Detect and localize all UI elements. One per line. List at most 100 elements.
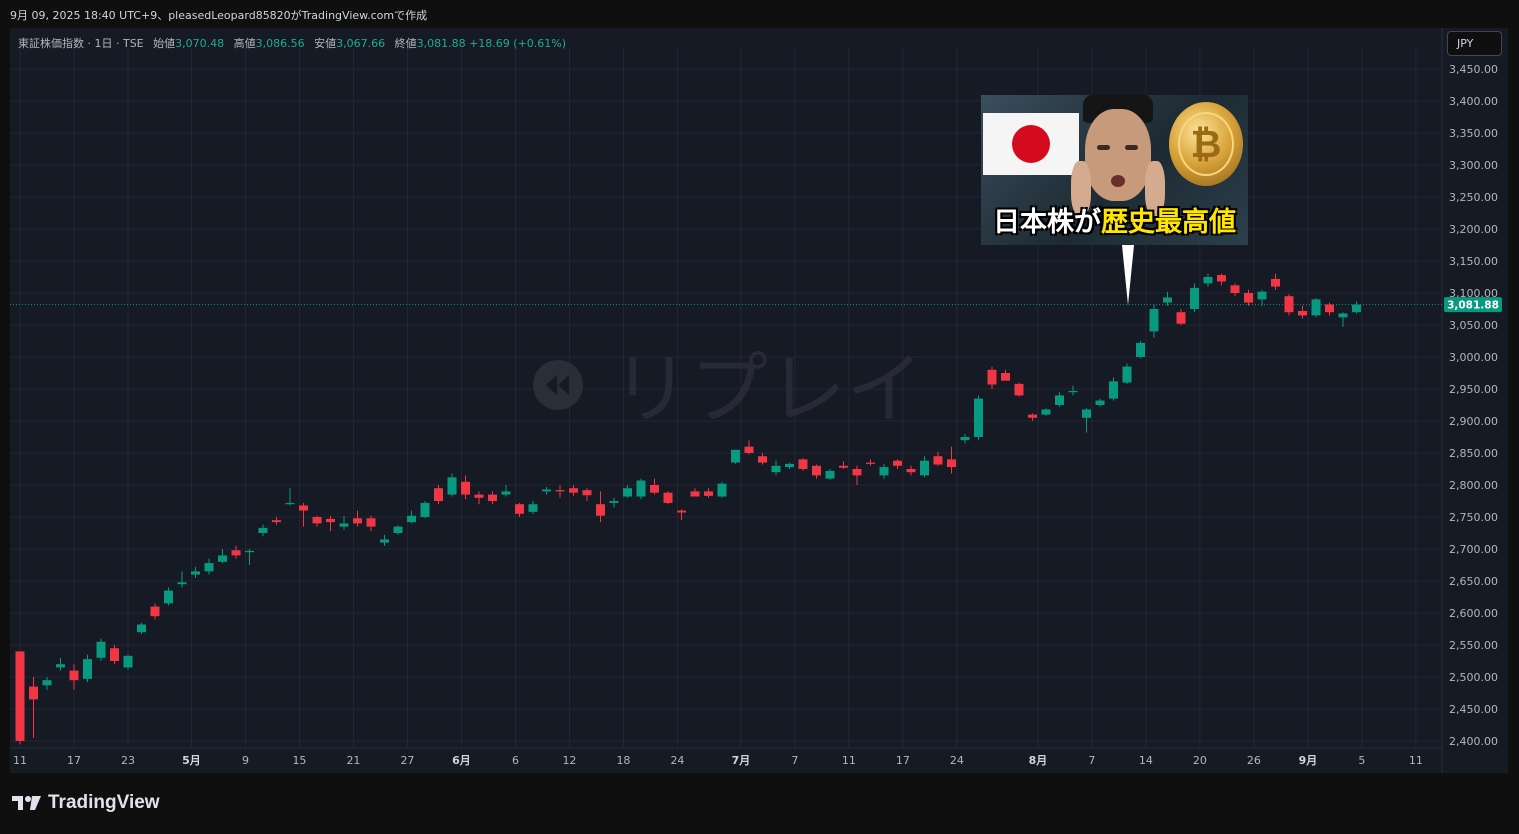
x-tick-label: 23 [121,754,135,767]
candle-body [191,571,200,575]
symbol-label[interactable]: 東証株価指数 · 1日 · TSE [18,37,144,50]
candle-body [258,527,268,533]
y-tick-label: 2,550.00 [1449,639,1498,652]
candle-body [1082,409,1091,418]
footer [0,774,1519,834]
tradingview-logo[interactable]: TradingView [12,792,160,814]
candle-body [474,494,484,498]
y-tick-label: 2,700.00 [1449,543,1498,556]
candle-body [960,437,970,441]
legend-bar: 東証株価指数 · 1日 · TSE 始値3,070.48 高値3,086.56 … [18,35,566,51]
y-tick-label: 3,350.00 [1449,127,1498,140]
y-tick-label: 2,400.00 [1449,735,1498,748]
y-tick-label: 2,650.00 [1449,575,1498,588]
open-value: 3,070.48 [175,37,225,50]
x-tick-label: 6 [512,754,519,767]
candle-body [42,680,52,686]
y-tick-label: 2,800.00 [1449,479,1498,492]
x-tick-label: 9月 [1299,754,1318,767]
candle-body [1298,310,1307,316]
candle-body [1338,313,1348,318]
candle-body [1001,373,1010,381]
y-tick-label: 3,450.00 [1449,63,1498,76]
candle-body [582,490,592,496]
candle-body [677,510,686,513]
candle-body [1176,312,1186,324]
candle-body [123,655,133,668]
y-tick-label: 2,600.00 [1449,607,1498,620]
candle-body [447,477,457,495]
y-tick-label: 3,400.00 [1449,95,1498,108]
last-price-label: 3,081.88 [1447,300,1499,312]
y-tick-label: 3,150.00 [1449,255,1498,268]
y-tick-label: 3,000.00 [1449,351,1498,364]
replay-watermark-text: リプレイ [612,345,924,435]
candle-body [1095,400,1105,405]
y-tick-label: 2,850.00 [1449,447,1498,460]
candle-body [56,664,65,668]
candle-body [731,449,740,463]
candle-body [1190,287,1199,309]
candle-body [393,526,403,533]
candle-body [1028,414,1037,418]
y-tick-label: 3,100.00 [1449,287,1498,300]
brand-name: TradingView [48,792,160,813]
candle-body [1257,291,1267,300]
y-tick-label: 2,900.00 [1449,415,1498,428]
candle-body [758,456,767,463]
caption-white: 日本株が [993,207,1101,238]
replay-icon [533,360,583,410]
candle-body [1055,395,1064,405]
candle-body [1149,309,1159,332]
japan-flag-icon [983,113,1079,175]
y-tick-label: 3,050.00 [1449,319,1498,332]
candle-body [515,504,524,514]
created-info: 9月 09, 2025 18:40 UTC+9、pleasedLeopard85… [10,9,428,22]
x-tick-label: 7 [791,754,798,767]
candle-body [29,686,38,700]
candle-body [933,456,943,465]
candle-body [488,494,497,501]
x-tick-label: 7月 [732,754,751,767]
candle-body [893,460,902,466]
x-tick-label: 12 [562,754,576,767]
candle-body [825,470,835,479]
candle-body [15,651,25,741]
candle-body [1271,278,1280,287]
x-tick-label: 17 [67,754,81,767]
thumbnail-image: ₿ 日本株が歴史最高値 [981,95,1248,245]
candle-body [339,523,349,527]
candle-body [1041,409,1051,415]
close-value: 3,081.88 [416,37,466,50]
candle-body [299,505,308,511]
candle-body [974,398,983,437]
candle-body [164,590,173,604]
x-tick-label: 21 [346,754,360,767]
candle-body [866,462,875,464]
candle-body [1311,299,1321,316]
candle-body [920,460,929,476]
candle-body [650,485,659,493]
y-tick-label: 3,200.00 [1449,223,1498,236]
x-tick-label: 26 [1247,754,1261,767]
x-tick-label: 9 [242,754,249,767]
candle-body [407,515,416,523]
x-tick-label: 14 [1139,754,1153,767]
chart-pane[interactable] [10,28,1508,773]
candle-body [353,518,362,524]
candle-body [272,520,281,523]
candle-body [137,624,146,633]
low-value: 3,067.66 [336,37,386,50]
currency-button[interactable]: JPY [1447,31,1502,56]
candle-body [1203,277,1213,284]
candle-body [231,550,241,556]
candle-body [1284,296,1294,313]
x-tick-label: 18 [616,754,630,767]
x-tick-label: 11 [842,754,856,767]
candle-body [771,465,781,473]
x-tick-label: 5月 [182,754,201,767]
candle-body [542,489,551,492]
candle-body [420,502,430,517]
candle-body [326,518,335,523]
